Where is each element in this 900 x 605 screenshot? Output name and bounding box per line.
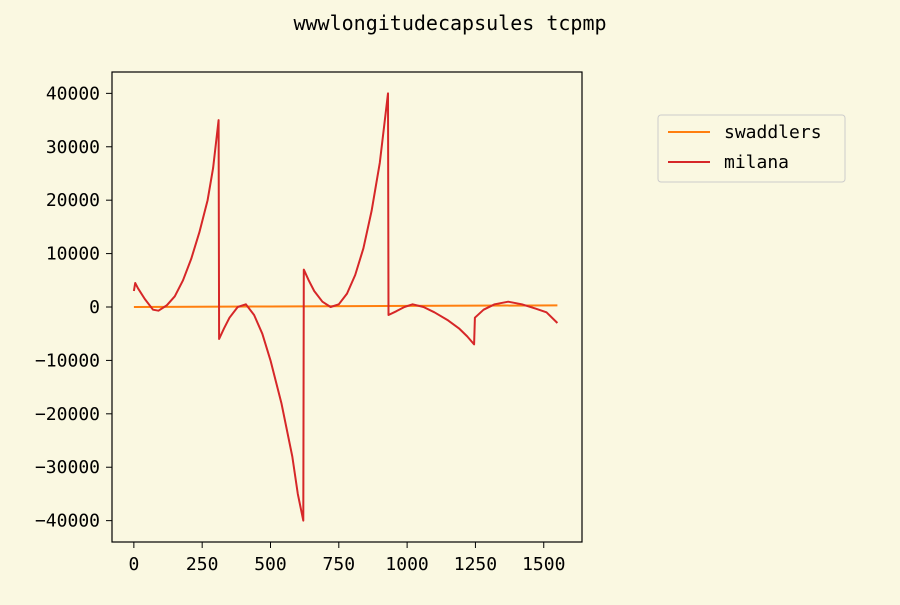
x-tick-label: 1500 [522,554,565,575]
legend: swaddlers milana [657,114,846,183]
legend-label-swaddlers: swaddlers [724,122,822,143]
y-axis: −40000 −30000 −20000 −10000 0 10000 20000 30000… [35,83,112,532]
y-tick-label: 0 [89,297,100,318]
x-tick-label: 500 [254,554,287,575]
y-tick-label: −40000 [35,511,100,532]
y-tick-label: 10000 [46,244,100,265]
y-tick-label: −20000 [35,404,100,425]
y-tick-label: −10000 [35,350,100,371]
y-tick-label: 30000 [46,137,100,158]
x-tick-label: 250 [186,554,219,575]
chart-title: wwwlongitudecapsules tcpmp [293,11,606,35]
y-tick-label: −30000 [35,457,100,478]
x-tick-label: 750 [323,554,356,575]
legend-label-milana: milana [724,152,789,173]
x-axis: 0 250 500 750 1000 1250 1500 [128,542,565,575]
y-tick-label: 40000 [46,83,100,104]
series-layer [132,92,559,522]
x-tick-label: 0 [128,554,139,575]
y-tick-label: 20000 [46,190,100,211]
x-tick-label: 1000 [385,554,428,575]
series-line-swaddlers [133,304,558,308]
series-line-milana [132,92,559,522]
x-tick-label: 1250 [454,554,497,575]
